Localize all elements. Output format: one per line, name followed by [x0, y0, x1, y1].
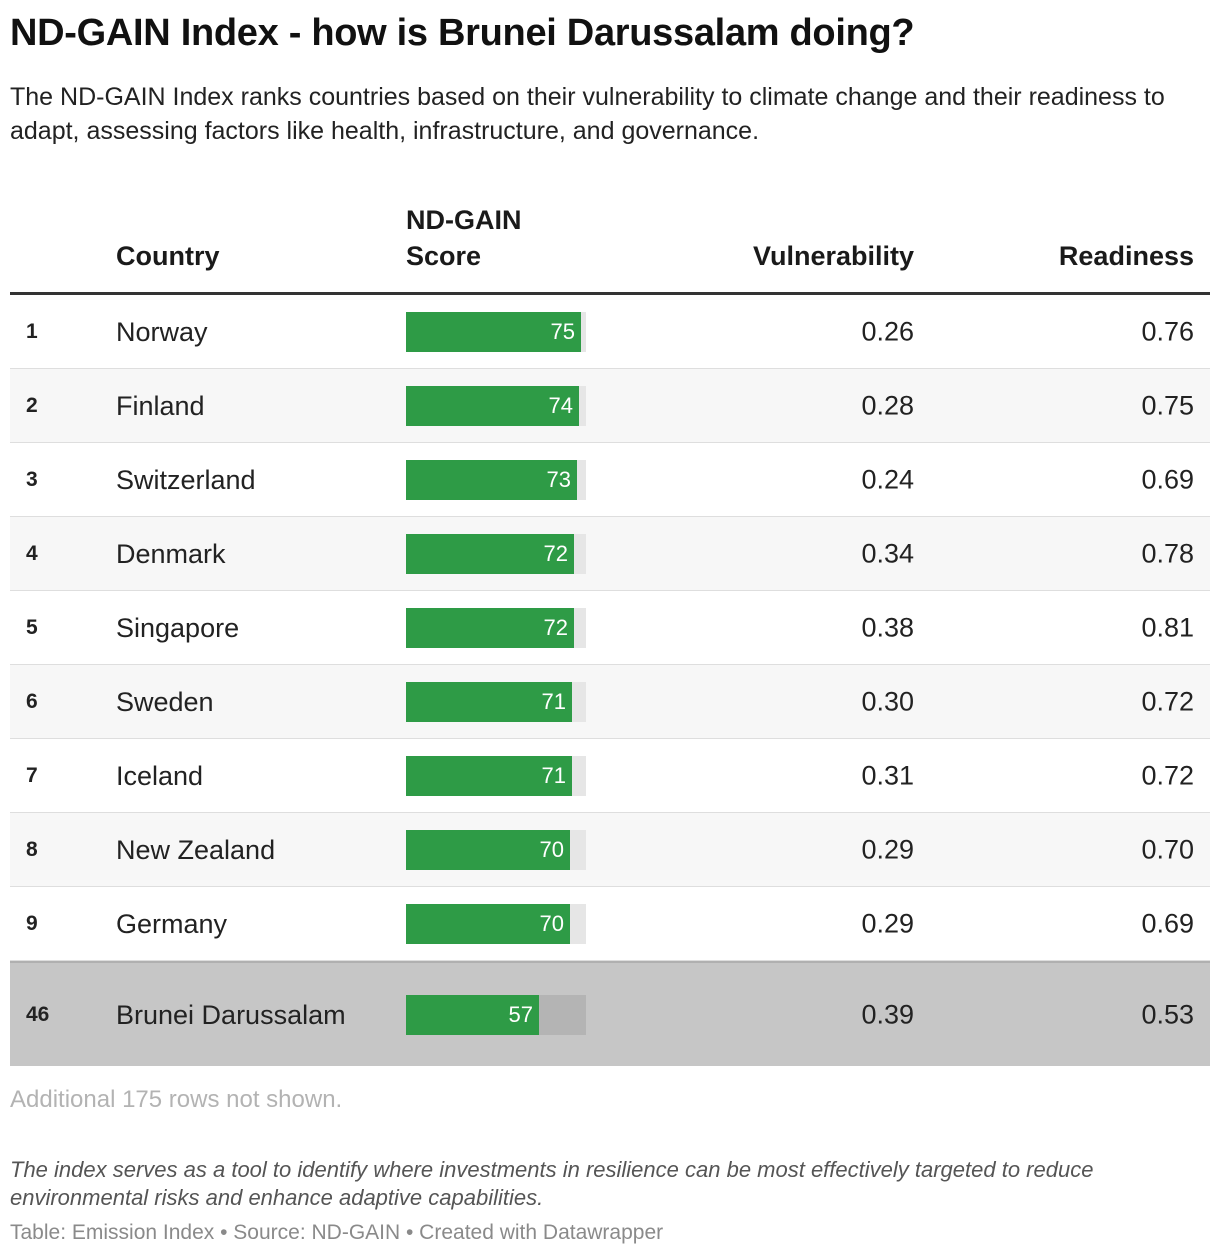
score-bar-track: 75	[406, 311, 586, 352]
score-bar: 72	[406, 607, 574, 648]
page-subtitle: The ND-GAIN Index ranks countries based …	[10, 83, 1165, 145]
country-cell: Switzerland	[116, 464, 256, 495]
score-bar-track: 70	[406, 829, 586, 870]
score-value: 73	[546, 466, 571, 492]
score-bar: 75	[406, 311, 581, 352]
readiness-cell: 0.72	[1141, 686, 1194, 716]
rank-cell: 2	[26, 393, 38, 417]
score-bar-track: 70	[406, 903, 586, 944]
rank-cell: 46	[26, 1002, 50, 1026]
table-body: 1 Norway 75 0.26 0.76 2 Finland 74 0.28 0.75 3 Swit…	[10, 295, 1210, 1066]
country-cell: Germany	[116, 908, 228, 939]
score-bar: 70	[406, 829, 570, 870]
vulnerability-cell: 0.30	[861, 686, 914, 716]
score-bar-track: 57	[406, 994, 586, 1035]
table-row: 3 Switzerland 73 0.24 0.69	[10, 443, 1210, 517]
score-bar-track: 74	[406, 385, 586, 426]
table-row: 7 Iceland 71 0.31 0.72	[10, 739, 1210, 813]
rank-cell: 4	[26, 541, 38, 565]
score-value: 71	[541, 688, 566, 714]
score-value: 71	[541, 762, 566, 788]
readiness-cell: 0.78	[1141, 538, 1194, 568]
vulnerability-cell: 0.24	[861, 464, 914, 494]
score-value: 70	[539, 910, 564, 936]
readiness-cell: 0.53	[1141, 999, 1194, 1029]
rank-cell: 5	[26, 615, 38, 639]
column-header-score[interactable]: ND-GAIN Score	[406, 202, 522, 274]
country-cell: New Zealand	[116, 834, 276, 865]
rank-cell: 8	[26, 837, 38, 861]
table-row: 1 Norway 75 0.26 0.76	[10, 295, 1210, 369]
score-bar-track: 71	[406, 681, 586, 722]
footnote: The index serves as a tool to identify w…	[10, 1157, 1094, 1210]
readiness-cell: 0.76	[1141, 316, 1194, 346]
score-bar-track: 73	[406, 459, 586, 500]
country-cell: Iceland	[116, 760, 204, 791]
table-row: 6 Sweden 71 0.30 0.72	[10, 665, 1210, 739]
readiness-cell: 0.81	[1141, 612, 1194, 642]
score-value: 72	[543, 614, 568, 640]
rank-cell: 9	[26, 911, 38, 935]
rank-cell: 7	[26, 763, 38, 787]
score-bar-track: 72	[406, 533, 586, 574]
header-divider	[10, 292, 1210, 295]
column-header-vulnerability[interactable]: Vulnerability	[752, 241, 914, 271]
table-row: 8 New Zealand 70 0.29 0.70	[10, 813, 1210, 887]
score-value: 75	[550, 318, 575, 344]
score-value: 70	[539, 836, 564, 862]
country-cell: Finland	[116, 390, 205, 421]
score-value: 72	[543, 540, 568, 566]
rank-cell: 6	[26, 689, 38, 713]
score-bar-track: 72	[406, 607, 586, 648]
vulnerability-cell: 0.29	[861, 908, 914, 938]
score-bar: 72	[406, 533, 574, 574]
table-row: 5 Singapore 72 0.38 0.81	[10, 591, 1210, 665]
table-row: 2 Finland 74 0.28 0.75	[10, 369, 1210, 443]
table-row: 4 Denmark 72 0.34 0.78	[10, 517, 1210, 591]
score-bar: 70	[406, 903, 570, 944]
vulnerability-cell: 0.39	[861, 999, 914, 1029]
column-header-score-line1: ND-GAIN	[406, 205, 522, 235]
score-bar: 71	[406, 681, 572, 722]
readiness-cell: 0.70	[1141, 834, 1194, 864]
readiness-cell: 0.69	[1141, 464, 1194, 494]
score-value: 57	[508, 1001, 533, 1027]
score-bar-track: 71	[406, 755, 586, 796]
country-cell: Norway	[116, 316, 208, 347]
country-cell: Brunei Darussalam	[116, 999, 346, 1030]
vulnerability-cell: 0.31	[861, 760, 914, 790]
column-header-country[interactable]: Country	[116, 241, 220, 271]
vulnerability-cell: 0.29	[861, 834, 914, 864]
more-rows-note: Additional 175 rows not shown.	[10, 1086, 343, 1113]
vulnerability-cell: 0.28	[861, 390, 914, 420]
score-bar: 74	[406, 385, 579, 426]
readiness-cell: 0.75	[1141, 390, 1194, 420]
page-title: ND-GAIN Index - how is Brunei Darussalam…	[10, 12, 915, 54]
country-cell: Sweden	[116, 686, 214, 717]
table-row-highlighted: 46 Brunei Darussalam 57 0.39 0.53	[10, 961, 1210, 1066]
rank-cell: 3	[26, 467, 38, 491]
readiness-cell: 0.69	[1141, 908, 1194, 938]
vulnerability-cell: 0.26	[861, 316, 914, 346]
credit-line: Table: Emission Index • Source: ND-GAIN …	[10, 1221, 664, 1244]
column-header-score-line2: Score	[406, 241, 482, 271]
country-cell: Singapore	[116, 612, 240, 643]
score-bar: 71	[406, 755, 572, 796]
readiness-cell: 0.72	[1141, 760, 1194, 790]
score-value: 74	[548, 392, 573, 418]
column-header-readiness[interactable]: Readiness	[1058, 241, 1194, 271]
rank-cell: 1	[26, 319, 38, 343]
country-cell: Denmark	[116, 538, 226, 569]
score-bar: 57	[406, 994, 539, 1035]
score-bar: 73	[406, 459, 577, 500]
vulnerability-cell: 0.34	[861, 538, 914, 568]
vulnerability-cell: 0.38	[861, 612, 914, 642]
table-row: 9 Germany 70 0.29 0.69	[10, 887, 1210, 961]
